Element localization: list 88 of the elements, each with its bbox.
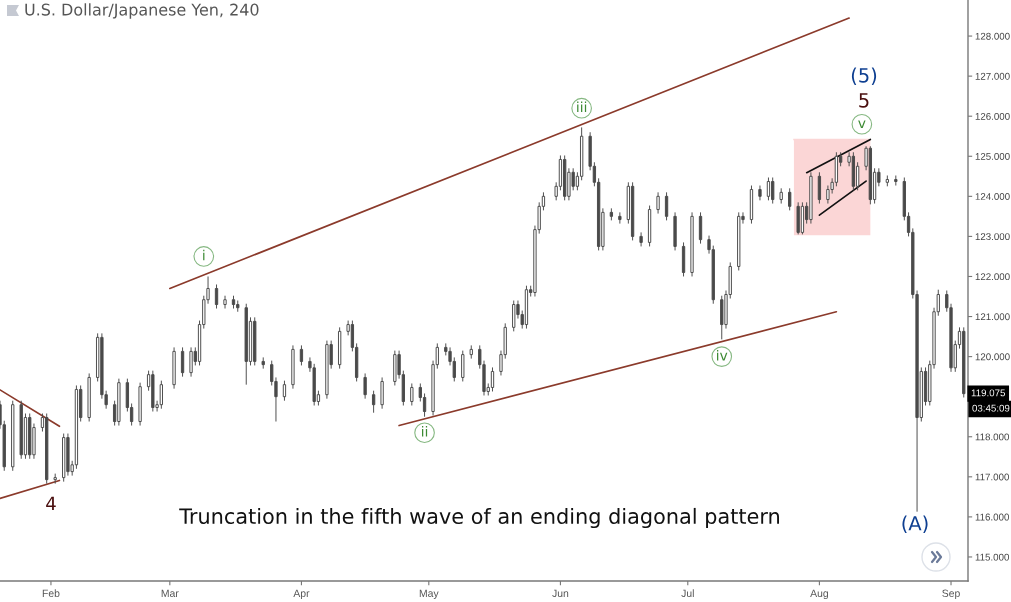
candlestick xyxy=(189,346,193,378)
candlestick xyxy=(380,376,384,410)
annotation: 119.075 xyxy=(971,389,1006,397)
candlestick xyxy=(231,295,236,310)
x-tick-label: Apr xyxy=(293,589,310,600)
candlestick xyxy=(512,300,516,332)
y-tick-label: 125.000 xyxy=(975,153,1010,160)
candlestick xyxy=(800,201,805,235)
candlestick xyxy=(461,350,465,382)
candlestick xyxy=(371,390,376,414)
text: 03:45:09 xyxy=(972,404,1010,412)
candlestick xyxy=(524,285,529,330)
candlestick xyxy=(817,171,822,205)
candlestick xyxy=(236,300,240,313)
candlestick xyxy=(214,284,219,310)
annotation: (5) xyxy=(851,67,877,85)
candlestick xyxy=(618,211,622,225)
annotation: 4 xyxy=(46,496,56,510)
y-tick-label: 117.000 xyxy=(975,473,1009,481)
x-tick-label: Sep xyxy=(942,589,960,600)
y-tick-label: 116.000 xyxy=(975,513,1009,521)
x-tick-label: Mar xyxy=(161,589,179,597)
annotation: 5 xyxy=(859,93,869,108)
candlestick xyxy=(758,185,762,201)
candlestick xyxy=(337,326,342,370)
annotation: ii xyxy=(422,426,428,437)
candlestick xyxy=(779,187,783,205)
x-tick-label: Aug xyxy=(810,589,828,600)
x-tick-label: May xyxy=(419,589,439,600)
y-tick-label: 121.000 xyxy=(975,313,1010,321)
candlestick xyxy=(410,382,414,406)
candlestick xyxy=(894,175,898,187)
candlestick xyxy=(737,211,741,271)
candlestick xyxy=(253,316,257,366)
x-tick-label: Jul xyxy=(681,589,694,597)
candlestick xyxy=(788,187,792,211)
candlestick xyxy=(469,344,473,360)
candlestick xyxy=(261,356,265,370)
candlestick xyxy=(325,340,329,400)
annotation: iv xyxy=(717,349,728,361)
y-tick-label: 118.000 xyxy=(975,433,1009,441)
x-tick-label: Jun xyxy=(552,589,569,597)
candlestick xyxy=(698,211,703,245)
candlestick xyxy=(664,191,669,221)
candlestick xyxy=(291,344,295,390)
candlestick xyxy=(749,185,754,225)
candlestick xyxy=(393,350,397,386)
chart-title: U.S. Dollar/Japanese Yen, 240 xyxy=(25,3,259,19)
candlestick xyxy=(851,151,856,191)
candlestick xyxy=(720,295,724,340)
candlestick xyxy=(771,177,775,205)
candlestick xyxy=(282,380,287,402)
y-tick-label: 124.000 xyxy=(975,193,1010,200)
candlestick xyxy=(868,145,873,205)
candlestick xyxy=(681,241,686,277)
annotation: (A) xyxy=(902,515,928,533)
candlestick xyxy=(609,207,614,221)
annotation: Truncation in the fifth wave of an ending diagonal pattern xyxy=(179,507,779,529)
candlestick xyxy=(630,181,635,241)
annotation: iii xyxy=(577,101,587,113)
y-tick-label: 127.000 xyxy=(975,72,1010,80)
y-tick-label: 122.000 xyxy=(975,273,1010,281)
candlestick xyxy=(673,211,677,251)
candlestick xyxy=(690,211,694,277)
x-tick-label: Feb xyxy=(42,589,60,597)
candlestick xyxy=(244,303,248,386)
candlestick xyxy=(172,346,176,390)
candlestick xyxy=(962,326,966,398)
candlestick xyxy=(639,231,643,247)
y-tick-label: 126.000 xyxy=(975,112,1010,120)
y-tick-label: 128.000 xyxy=(975,32,1010,40)
candlestick xyxy=(299,344,304,366)
candlestick xyxy=(223,295,227,310)
candlestick xyxy=(647,205,652,247)
candlestick xyxy=(363,372,367,400)
y-tick-label: 123.000 xyxy=(975,233,1010,241)
y-tick-label: 115.000 xyxy=(975,553,1009,561)
candlestick xyxy=(796,201,800,235)
candlestick xyxy=(656,191,660,215)
candlestick xyxy=(766,177,771,201)
y-tick-label: 120.000 xyxy=(975,353,1010,361)
candlestick xyxy=(490,366,495,392)
candlestick xyxy=(885,175,889,187)
candlestick xyxy=(563,154,567,201)
candlestick xyxy=(809,171,813,225)
annotation: i xyxy=(203,249,205,261)
candlestick xyxy=(180,346,185,378)
annotation: v xyxy=(858,120,866,129)
